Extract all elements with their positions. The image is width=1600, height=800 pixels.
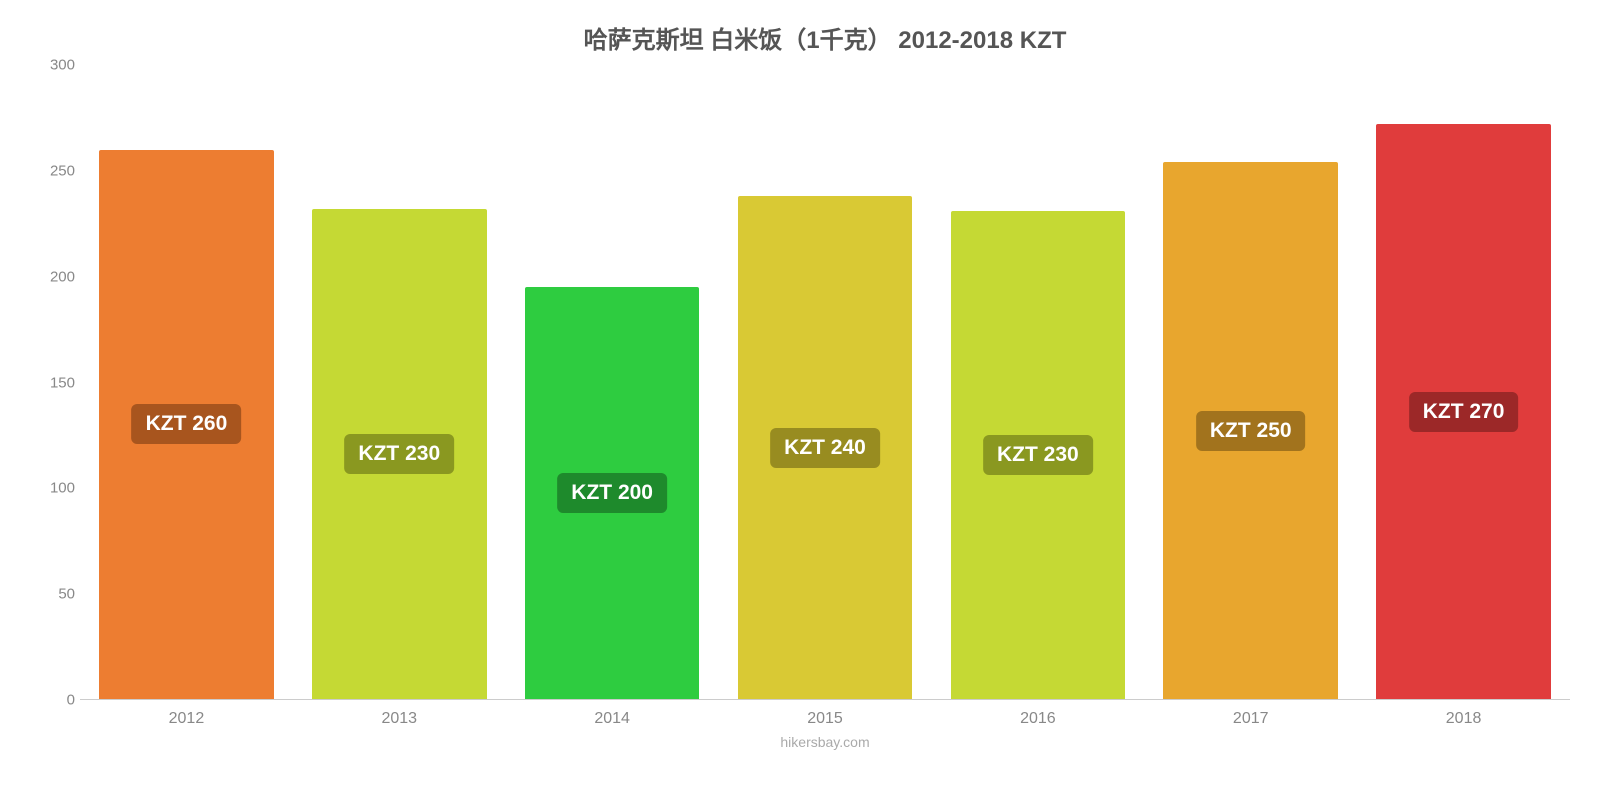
bar-slot: KZT 230 bbox=[931, 65, 1144, 699]
y-tick: 150 bbox=[30, 374, 75, 391]
y-axis: 050100150200250300 bbox=[30, 65, 75, 700]
bar-slot: KZT 270 bbox=[1357, 65, 1570, 699]
x-tick: 2018 bbox=[1357, 710, 1570, 728]
y-tick: 300 bbox=[30, 57, 75, 74]
x-tick: 2013 bbox=[293, 710, 506, 728]
bar-slot: KZT 260 bbox=[80, 65, 293, 699]
bar: KZT 200 bbox=[525, 287, 700, 699]
bar: KZT 260 bbox=[99, 150, 274, 699]
bar-slot: KZT 230 bbox=[293, 65, 506, 699]
bar: KZT 270 bbox=[1376, 124, 1551, 699]
y-tick: 100 bbox=[30, 480, 75, 497]
bar-value-label: KZT 250 bbox=[1196, 411, 1306, 451]
bar: KZT 230 bbox=[312, 209, 487, 699]
y-tick: 0 bbox=[30, 692, 75, 709]
bar-value-label: KZT 230 bbox=[983, 435, 1093, 475]
y-tick: 50 bbox=[30, 586, 75, 603]
chart-title: 哈萨克斯坦 白米饭（1千克） 2012-2018 KZT bbox=[80, 20, 1570, 55]
bars-row: KZT 260 KZT 230 KZT 200 KZT 240 KZT 230 KZT 2… bbox=[80, 65, 1570, 699]
bar-slot: KZT 250 bbox=[1144, 65, 1357, 699]
plot-wrapper: 050100150200250300 KZT 260KZT 230KZT 200… bbox=[80, 65, 1570, 700]
x-tick: 2015 bbox=[719, 710, 932, 728]
x-tick: 2016 bbox=[931, 710, 1144, 728]
bar: KZT 230 bbox=[951, 211, 1126, 699]
bar-value-label: KZT 200 bbox=[557, 473, 667, 513]
x-axis: 2012201320142015201620172018 bbox=[80, 710, 1570, 728]
chart-container: 哈萨克斯坦 白米饭（1千克） 2012-2018 KZT 0 50 100 150 20… bbox=[0, 0, 1600, 800]
y-tick: 200 bbox=[30, 268, 75, 285]
plot-area: KZT 260 KZT 230 KZT 200 KZT 240 KZT 230 KZT 2… bbox=[80, 65, 1570, 700]
bar-value-label: KZT 260 bbox=[132, 404, 242, 444]
x-tick: 2017 bbox=[1144, 710, 1357, 728]
attribution: hikersbay.com bbox=[80, 734, 1570, 750]
bar-value-label: KZT 230 bbox=[344, 434, 454, 474]
y-tick: 250 bbox=[30, 162, 75, 179]
x-tick: 2014 bbox=[506, 710, 719, 728]
bar-value-label: KZT 240 bbox=[770, 428, 880, 468]
x-tick: 2012 bbox=[80, 710, 293, 728]
bar-slot: KZT 200 bbox=[506, 65, 719, 699]
bar-slot: KZT 240 bbox=[719, 65, 932, 699]
bar: KZT 240 bbox=[738, 196, 913, 699]
bar-value-label: KZT 270 bbox=[1409, 392, 1519, 432]
bar: KZT 250 bbox=[1163, 162, 1338, 699]
